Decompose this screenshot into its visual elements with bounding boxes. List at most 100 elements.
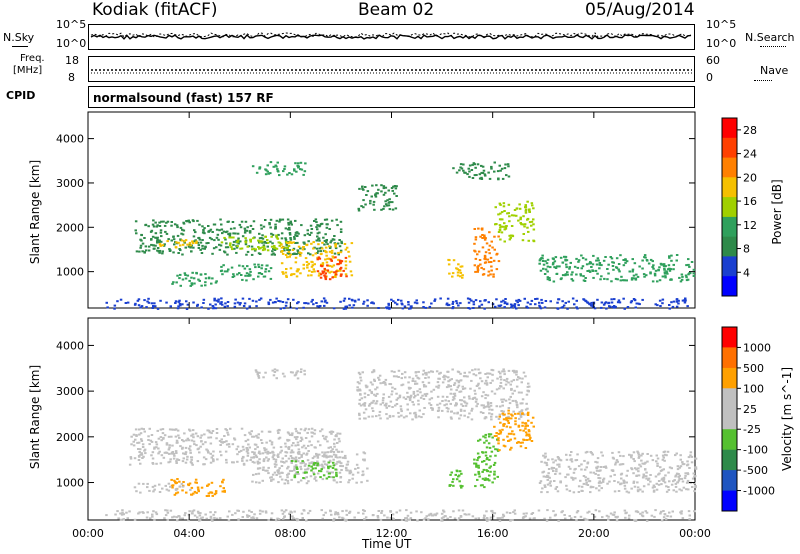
data-cell: [685, 481, 689, 484]
data-cell: [557, 457, 560, 459]
data-cell: [212, 450, 215, 453]
data-cell: [272, 451, 275, 454]
data-cell: [554, 256, 558, 259]
plot-frame: [87, 111, 696, 309]
data-cell: [188, 447, 191, 450]
data-cell: [424, 517, 427, 520]
data-cell: [207, 492, 211, 495]
data-cell: [288, 232, 292, 234]
data-cell: [254, 248, 257, 251]
data-cell: [137, 448, 140, 450]
data-cell: [284, 442, 287, 445]
data-cell: [538, 262, 541, 265]
data-cell: [303, 234, 307, 237]
data-cell: [245, 253, 248, 256]
data-cell: [241, 457, 244, 460]
data-cell: [571, 297, 575, 300]
data-cell: [419, 391, 422, 394]
data-cell: [328, 278, 332, 281]
data-cell: [139, 448, 142, 451]
data-cell: [459, 275, 462, 278]
data-cell: [452, 167, 455, 170]
data-cell: [291, 515, 294, 518]
data-cell: [483, 514, 486, 517]
data-cell: [541, 487, 544, 490]
data-cell: [363, 518, 366, 521]
data-cell: [477, 439, 480, 442]
data-cell: [158, 225, 162, 227]
data-cell: [357, 298, 360, 301]
data-cell: [305, 471, 308, 474]
data-cell: [503, 167, 507, 170]
data-cell: [171, 484, 175, 487]
data-cell: [493, 392, 497, 395]
data-cell: [165, 488, 169, 491]
data-cell: [500, 225, 503, 228]
data-cell: [488, 518, 491, 521]
data-cell: [144, 452, 147, 455]
data-cell: [477, 227, 480, 230]
data-cell: [459, 390, 463, 393]
data-cell: [612, 268, 615, 271]
data-cell: [641, 462, 644, 465]
data-cell: [363, 417, 366, 420]
data-cell: [610, 280, 613, 283]
data-cell: [183, 272, 187, 275]
data-cell: [522, 438, 525, 441]
data-cell: [597, 477, 600, 479]
data-cell: [380, 190, 383, 193]
data-cell: [549, 480, 552, 483]
data-cell: [663, 453, 667, 456]
data-cell: [596, 457, 600, 460]
data-cell: [546, 270, 549, 273]
data-cell: [300, 454, 303, 457]
data-cell: [174, 246, 178, 249]
data-cell: [595, 466, 598, 469]
data-cell: [564, 274, 567, 277]
data-cell: [357, 207, 360, 210]
data-cell: [498, 449, 501, 452]
data-cell: [200, 486, 204, 489]
data-cell: [272, 454, 276, 457]
data-cell: [271, 301, 275, 304]
data-cell: [324, 299, 327, 302]
data-cell: [655, 460, 658, 463]
data-cell: [333, 271, 336, 274]
data-cell: [308, 462, 311, 465]
data-cell: [503, 306, 506, 309]
data-cell: [336, 512, 339, 515]
data-cell: [284, 254, 288, 256]
data-cell: [660, 263, 663, 266]
data-cell: [176, 274, 179, 277]
data-cell: [178, 485, 181, 488]
data-cell: [575, 257, 578, 260]
data-cell: [366, 304, 369, 307]
data-cell: [554, 459, 557, 462]
data-cell: [177, 515, 180, 517]
data-cell: [509, 438, 512, 441]
data-cell: [275, 236, 279, 239]
data-cell: [549, 516, 552, 519]
data-cell: [665, 270, 668, 273]
data-cell: [486, 478, 489, 481]
data-cell: [413, 301, 417, 304]
data-cell: [556, 301, 559, 304]
data-cell: [258, 166, 262, 169]
data-cell: [258, 272, 262, 274]
data-cell: [356, 381, 360, 384]
data-cell: [641, 267, 644, 270]
data-cell: [314, 462, 317, 464]
data-cell: [553, 480, 556, 482]
data-cell: [209, 442, 213, 445]
data-cell: [181, 253, 184, 256]
data-cell: [461, 405, 465, 407]
data-cell: [359, 404, 363, 407]
data-cell: [422, 518, 426, 521]
data-cell: [376, 386, 379, 389]
data-cell: [526, 414, 530, 416]
data-cell: [310, 465, 313, 468]
data-cell: [458, 169, 461, 172]
data-cell: [324, 269, 327, 272]
data-cell: [541, 301, 544, 304]
data-cell: [394, 404, 397, 407]
